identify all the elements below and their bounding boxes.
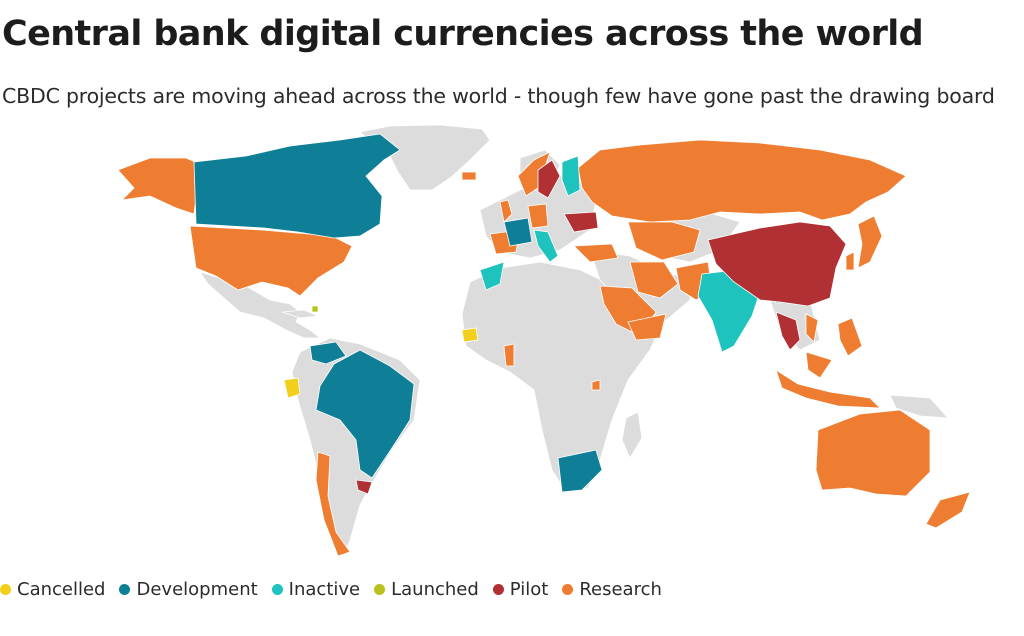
country-alaska bbox=[117, 157, 201, 215]
country-korea-south bbox=[845, 251, 855, 271]
country-senegal bbox=[461, 327, 479, 343]
legend-swatch-inactive bbox=[271, 583, 283, 595]
country-tanzania bbox=[591, 379, 601, 391]
country-china bbox=[707, 221, 847, 307]
country-ecuador bbox=[283, 377, 301, 399]
map-legend: Cancelled Development Inactive Launched Pilo… bbox=[0, 577, 676, 601]
country-philippines bbox=[837, 317, 863, 357]
country-ukraine bbox=[563, 211, 599, 233]
caribbean bbox=[281, 309, 320, 319]
country-sweden bbox=[537, 159, 561, 199]
country-kazakhstan bbox=[627, 221, 701, 261]
country-turkey bbox=[573, 243, 619, 263]
country-bahamas bbox=[311, 305, 319, 313]
country-finland bbox=[561, 155, 581, 197]
country-australia bbox=[815, 409, 931, 497]
legend-swatch-research bbox=[562, 583, 574, 595]
page-title: Central bank digital currencies across t… bbox=[2, 14, 924, 54]
country-malaysia bbox=[805, 351, 833, 379]
legend-item-development: Development bbox=[119, 578, 258, 600]
country-italy bbox=[533, 229, 559, 263]
country-south-africa bbox=[557, 449, 603, 493]
country-france bbox=[503, 217, 533, 247]
legend-item-cancelled: Cancelled bbox=[0, 579, 105, 600]
legend-label-inactive: Inactive bbox=[288, 578, 361, 600]
country-uruguay bbox=[355, 479, 373, 495]
mexico-central-america bbox=[199, 271, 322, 339]
country-russia bbox=[577, 139, 907, 223]
country-yemen-oman bbox=[627, 313, 667, 341]
inactive-countries bbox=[479, 155, 845, 353]
legend-label-pilot: Pilot bbox=[509, 578, 549, 600]
world-map bbox=[117, 124, 971, 557]
new-guinea bbox=[889, 394, 949, 419]
legend-label-cancelled: Cancelled bbox=[17, 578, 106, 600]
cancelled-countries bbox=[283, 327, 479, 399]
country-brazil bbox=[315, 349, 415, 479]
country-iceland bbox=[461, 171, 477, 181]
legend-item-launched: Launched bbox=[374, 579, 479, 600]
country-germany bbox=[527, 203, 549, 229]
country-uk bbox=[499, 199, 513, 223]
research-countries bbox=[117, 139, 971, 557]
legend-item-research: Research bbox=[562, 579, 662, 600]
legend-swatch-launched bbox=[374, 583, 386, 595]
launched-countries bbox=[311, 305, 319, 313]
country-ghana bbox=[503, 343, 515, 367]
country-iran bbox=[629, 261, 679, 299]
legend-item-inactive: Inactive bbox=[271, 578, 361, 600]
country-japan bbox=[857, 215, 883, 269]
legend-swatch-cancelled bbox=[0, 583, 11, 595]
legend-swatch-development bbox=[119, 583, 131, 595]
country-vietnam-region bbox=[805, 313, 819, 343]
country-indonesia bbox=[775, 369, 882, 409]
country-new-zealand bbox=[925, 491, 971, 529]
pilot-countries bbox=[355, 159, 847, 495]
legend-label-launched: Launched bbox=[391, 578, 479, 600]
legend-label-research: Research bbox=[579, 578, 662, 600]
country-myanmar-thailand bbox=[775, 311, 801, 351]
legend-swatch-pilot bbox=[492, 583, 504, 595]
legend-label-development: Development bbox=[136, 578, 258, 600]
legend-item-pilot: Pilot bbox=[492, 578, 549, 600]
development-countries bbox=[193, 133, 603, 493]
country-venezuela bbox=[309, 341, 347, 365]
country-canada bbox=[193, 133, 401, 239]
country-chile bbox=[315, 451, 351, 557]
madagascar bbox=[621, 411, 643, 459]
page-subtitle: CBDC projects are moving ahead across th… bbox=[2, 84, 995, 108]
country-morocco bbox=[479, 261, 505, 291]
